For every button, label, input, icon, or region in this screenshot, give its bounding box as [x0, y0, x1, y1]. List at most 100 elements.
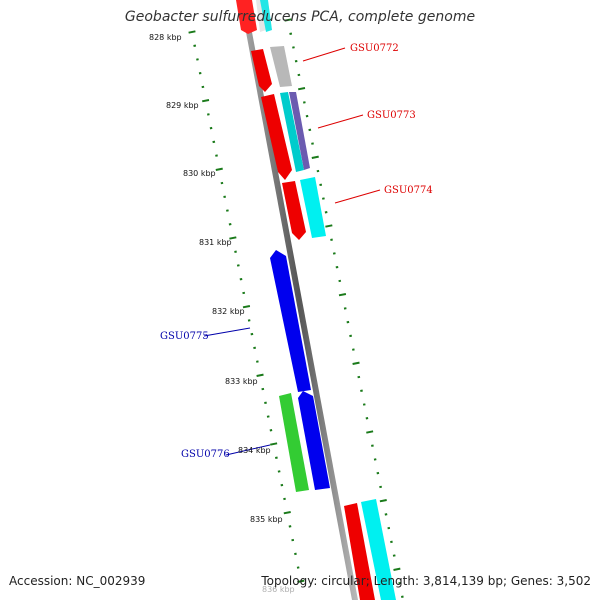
length-value: 3,814,139 bp — [422, 574, 503, 588]
genome-summary-footer: Topology: circular; Length: 3,814,139 bp… — [261, 574, 591, 588]
major-tick — [270, 442, 278, 446]
minor-tick — [193, 44, 197, 47]
minor-tick — [400, 595, 404, 598]
minor-tick — [225, 209, 229, 212]
minor-tick — [234, 250, 237, 253]
minor-tick — [305, 114, 309, 118]
minor-tick — [316, 169, 320, 173]
minor-tick — [242, 291, 246, 295]
minor-tick — [196, 58, 199, 61]
gene-arrow-gsu0776[interactable] — [298, 391, 330, 490]
scale-label: 831 kbp — [199, 238, 232, 247]
minor-tick — [390, 540, 393, 544]
major-tick — [325, 224, 333, 228]
minor-tick — [376, 471, 380, 475]
minor-tick — [392, 554, 396, 557]
minor-tick — [384, 513, 388, 516]
gene-label-gsu0776[interactable]: GSU0776 — [181, 449, 230, 460]
gene-arrow[interactable] — [270, 46, 292, 87]
major-tick — [338, 293, 347, 297]
major-tick — [393, 567, 401, 571]
gene-arrow[interactable] — [280, 92, 304, 172]
minor-tick — [357, 375, 361, 379]
gene-label-gsu0773[interactable]: GSU0773 — [367, 110, 416, 121]
genes-label: Genes: — [510, 574, 553, 588]
minor-tick — [280, 483, 284, 487]
minor-tick — [250, 332, 254, 336]
minor-tick — [292, 46, 295, 49]
genes-value: 3,502 — [556, 574, 591, 588]
minor-tick — [330, 238, 333, 241]
minor-tick — [261, 387, 265, 391]
accession-footer: Accession: NC_002939 — [9, 574, 145, 588]
minor-tick — [365, 417, 369, 420]
major-tick — [379, 499, 387, 503]
accession-label: Accession: — [9, 574, 73, 588]
accession-value: NC_002939 — [76, 574, 146, 588]
minor-tick — [308, 128, 312, 132]
major-tick — [229, 236, 237, 240]
minor-tick — [373, 458, 377, 461]
gene-features — [236, 0, 396, 600]
major-tick — [215, 167, 223, 171]
topology-value: circular — [321, 574, 366, 588]
gene-arrow-gsu0774[interactable] — [282, 181, 306, 240]
gene-arrow-gsu0772[interactable] — [251, 49, 272, 92]
gene-labels: GSU0772 GSU0773 GSU0774 GSU0775 GSU0776 — [160, 43, 433, 460]
gene-arrow[interactable] — [260, 0, 272, 32]
scale-label: 834 kbp — [238, 446, 271, 455]
scale-label: 830 kbp — [183, 169, 216, 178]
major-tick — [298, 87, 306, 91]
length-label: Length: — [373, 574, 420, 588]
minor-tick — [349, 334, 353, 338]
minor-tick — [338, 279, 342, 283]
minor-tick — [296, 566, 300, 569]
gene-arrow[interactable] — [289, 92, 310, 170]
major-tick — [202, 99, 210, 103]
minor-tick — [398, 581, 402, 585]
minor-tick — [288, 525, 292, 528]
topology-label: Topology: — [261, 574, 318, 588]
map-title: Geobacter sulfurreducens PCA, complete g… — [124, 9, 476, 25]
gene-label-gsu0774[interactable]: GSU0774 — [384, 185, 433, 196]
gene-label-gsu0775[interactable]: GSU0775 — [160, 331, 209, 342]
major-tick — [242, 305, 251, 309]
major-tick — [352, 361, 360, 365]
minor-tick — [201, 85, 205, 89]
scale-label: 836 kbp — [262, 585, 295, 594]
gene-arrow[interactable] — [344, 503, 375, 600]
outer-scale-track — [284, 18, 404, 598]
gene-arrow-gsu0773[interactable] — [261, 94, 292, 180]
minor-tick — [289, 32, 293, 35]
scale-labels: 828 kbp 829 kbp 830 kbp 831 kbp 832 kbp … — [149, 33, 295, 594]
minor-tick — [228, 223, 232, 226]
label-leaders — [203, 47, 381, 456]
minor-tick — [324, 211, 328, 214]
major-tick — [284, 18, 292, 22]
major-tick — [297, 579, 305, 583]
backbone — [240, 0, 358, 600]
scale-label: 833 kbp — [225, 377, 258, 386]
minor-tick — [297, 73, 301, 77]
major-tick — [283, 511, 291, 515]
gene-arrow[interactable] — [300, 177, 326, 238]
minor-tick — [266, 415, 270, 418]
scale-label: 832 kbp — [212, 307, 245, 316]
gene-arrow[interactable] — [256, 0, 266, 32]
minor-tick — [253, 346, 257, 350]
minor-tick — [220, 181, 224, 185]
minor-tick — [332, 252, 336, 255]
inner-scale-track — [188, 30, 305, 583]
scale-label: 829 kbp — [166, 101, 199, 110]
minor-tick — [269, 429, 273, 432]
gene-arrow[interactable] — [361, 499, 396, 600]
gene-label-gsu0772[interactable]: GSU0772 — [350, 43, 399, 54]
major-tick — [311, 155, 319, 159]
minor-tick — [274, 456, 278, 459]
minor-tick — [321, 197, 325, 200]
scale-label: 828 kbp — [149, 33, 182, 42]
gene-arrow[interactable] — [236, 0, 257, 34]
gene-arrow-gsu0775[interactable] — [270, 250, 311, 392]
gene-arrow[interactable] — [279, 393, 309, 492]
